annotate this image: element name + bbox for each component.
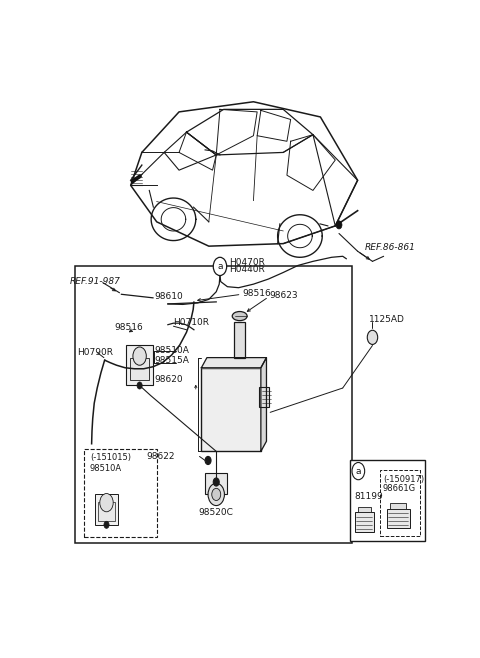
Text: 98515A: 98515A [155,356,190,365]
Circle shape [213,478,219,486]
Circle shape [133,347,146,365]
Text: (-150917): (-150917) [383,474,424,484]
Text: 98661G: 98661G [383,484,416,493]
Bar [259,386,269,407]
Bar [350,460,424,541]
Text: 98623: 98623 [269,291,298,300]
Circle shape [205,457,211,465]
Polygon shape [202,358,266,368]
Circle shape [367,330,378,344]
Bar [234,322,245,358]
Bar [358,507,371,513]
Bar [84,449,157,538]
Bar [205,473,228,494]
Text: H0440R: H0440R [229,265,265,274]
Bar [96,494,118,525]
Bar [126,345,153,386]
Text: 98516: 98516 [242,290,271,298]
Circle shape [352,463,365,480]
Text: H0790R: H0790R [77,348,113,357]
Circle shape [137,382,142,389]
Text: REF.91-987: REF.91-987 [69,277,120,286]
Bar [202,368,261,451]
Circle shape [213,257,227,276]
Text: 98620: 98620 [154,374,183,384]
Text: H0470R: H0470R [229,258,265,267]
Text: H0710R: H0710R [173,318,209,326]
Circle shape [208,483,225,505]
Text: 81199: 81199 [354,492,383,501]
Text: 98510A: 98510A [90,464,122,472]
Bar [98,501,115,520]
Text: 98610: 98610 [155,292,184,301]
Text: 1125AD: 1125AD [369,315,405,324]
Bar [75,266,352,543]
Circle shape [100,494,113,512]
Text: a: a [356,467,361,476]
Bar [130,358,149,380]
Text: a: a [217,262,223,271]
Ellipse shape [232,311,247,320]
Circle shape [212,488,221,501]
Bar [380,470,420,536]
Bar [355,513,374,532]
Text: (-151015): (-151015) [90,453,131,463]
Text: 98516: 98516 [114,322,143,332]
Text: 98510A: 98510A [155,345,190,355]
Bar [386,509,409,528]
Circle shape [104,521,109,528]
Bar [390,503,406,509]
Text: 98520C: 98520C [199,508,234,517]
Text: 98622: 98622 [147,452,175,461]
Circle shape [336,221,342,229]
Polygon shape [261,358,266,451]
Text: REF.86-861: REF.86-861 [365,243,416,252]
